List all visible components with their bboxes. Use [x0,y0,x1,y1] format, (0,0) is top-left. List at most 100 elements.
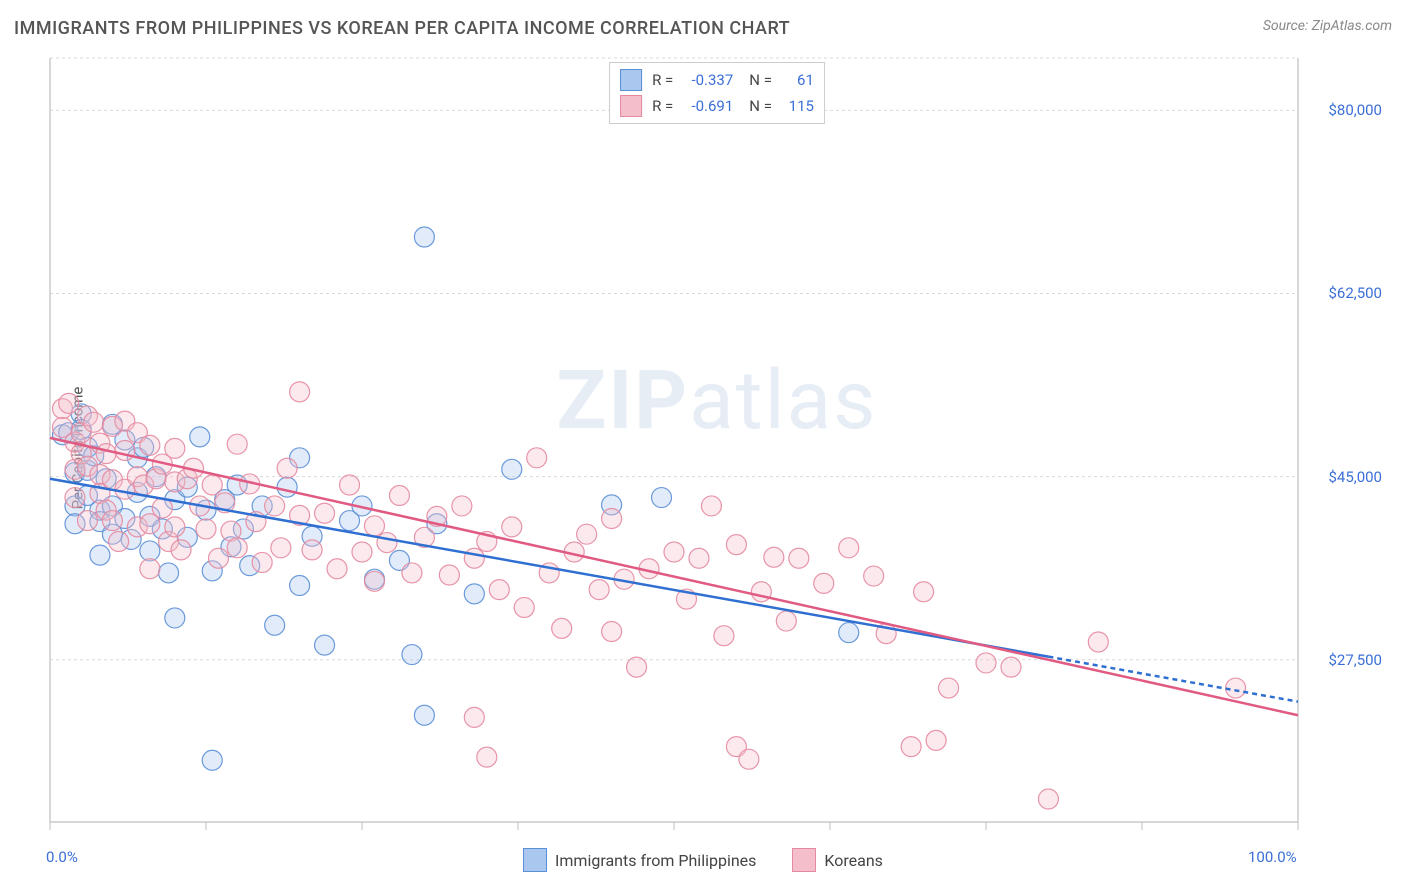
trend-line-extrapolated [1048,657,1298,702]
data-point [402,563,422,583]
data-point [277,458,297,478]
data-point [165,608,185,628]
data-point [439,565,459,585]
data-point [976,653,996,673]
series-swatch [620,95,642,117]
data-point [414,227,434,247]
y-tick-label: $27,500 [1328,651,1382,669]
source-attribution: Source: ZipAtlas.com [1263,18,1392,34]
trend-line [50,438,1298,715]
data-point [589,580,609,600]
data-point [208,548,228,568]
data-point [377,533,397,553]
data-point [202,475,222,495]
data-point [502,459,522,479]
data-point [839,538,859,558]
data-point [776,611,796,631]
data-point [290,575,310,595]
data-point [227,434,247,454]
data-point [59,393,79,413]
data-point [65,488,85,508]
data-point [839,623,859,643]
scatter-plot-svg [48,56,1386,840]
data-point [252,552,272,572]
legend-label: Immigrants from Philippines [555,851,756,870]
data-point [102,511,122,531]
data-point [315,635,335,655]
legend-item: Koreans [792,848,883,872]
correlation-stats-box: R =-0.337N =61R =-0.691N =115 [609,62,825,124]
data-point [84,412,104,432]
trend-line [50,479,1048,657]
data-point [140,435,160,455]
data-point [165,438,185,458]
data-point [477,747,497,767]
y-tick-label: $80,000 [1328,101,1382,119]
data-point [701,496,721,516]
data-point [90,545,110,565]
data-point [227,538,247,558]
data-point [514,597,534,617]
stats-row: R = -0.691 N = 115 [620,93,814,119]
legend-label: Koreans [824,851,883,870]
data-point [389,485,409,505]
data-point [1001,657,1021,677]
series-swatch [620,69,642,91]
n-value: 61 [778,71,814,89]
data-point [1038,789,1058,809]
data-point [96,444,116,464]
data-point [939,678,959,698]
data-point [864,566,884,586]
data-point [739,749,759,769]
data-point [402,645,422,665]
data-point [290,382,310,402]
data-point [914,582,934,602]
data-point [140,541,160,561]
data-point [926,730,946,750]
data-point [364,571,384,591]
data-point [664,542,684,562]
data-point [689,548,709,568]
data-point [489,580,509,600]
stats-row: R =-0.337N =61 [620,67,814,93]
data-point [602,508,622,528]
data-point [464,707,484,727]
data-point [452,496,472,516]
data-point [364,516,384,536]
data-point [77,511,97,531]
data-point [327,559,347,579]
data-point [340,475,360,495]
n-label: N = [749,97,772,115]
data-point [901,737,921,757]
chart-title: IMMIGRANTS FROM PHILIPPINES VS KOREAN PE… [14,18,790,39]
r-label: R = [652,97,673,115]
data-point [315,503,335,523]
data-point [159,563,179,583]
legend-swatch [523,848,547,872]
data-point [140,559,160,579]
n-value: 115 [778,97,814,115]
data-point [577,524,597,544]
r-label: R = [652,71,673,89]
r-value: -0.691 [679,97,733,115]
data-point [190,427,210,447]
n-label: N = [749,71,772,89]
legend: Immigrants from Philippines Koreans [0,848,1406,876]
y-tick-label: $62,500 [1328,284,1382,302]
data-point [502,517,522,537]
data-point [552,618,572,638]
data-point [202,750,222,770]
data-point [464,584,484,604]
data-point [265,496,285,516]
data-point [764,547,784,567]
data-point [165,517,185,537]
data-point [271,538,291,558]
data-point [302,540,322,560]
data-point [627,657,647,677]
data-point [714,626,734,646]
y-tick-label: $45,000 [1328,468,1382,486]
data-point [602,622,622,642]
data-point [352,542,372,562]
data-point [265,615,285,635]
data-point [527,448,547,468]
